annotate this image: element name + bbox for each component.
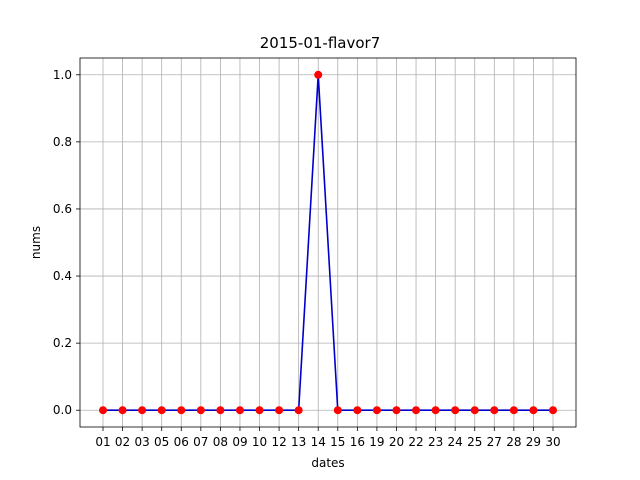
data-point-06 bbox=[177, 406, 186, 415]
x-tick-label: 22 bbox=[408, 435, 423, 449]
x-tick-label: 25 bbox=[467, 435, 482, 449]
data-point-02 bbox=[118, 406, 127, 415]
series-line bbox=[103, 73, 553, 412]
x-tick-label: 06 bbox=[174, 435, 189, 449]
y-tick-label: 0.4 bbox=[53, 269, 72, 283]
data-point-03 bbox=[138, 406, 147, 415]
data-point-16 bbox=[353, 406, 362, 415]
x-tick-label: 23 bbox=[428, 435, 443, 449]
data-point-13 bbox=[294, 406, 303, 415]
chart-title: 2015-01-flavor7 bbox=[260, 34, 381, 52]
x-axis-label: dates bbox=[311, 456, 344, 470]
data-point-29 bbox=[529, 406, 538, 415]
data-point-28 bbox=[509, 406, 518, 415]
x-tick-label: 24 bbox=[448, 435, 463, 449]
y-tick-label: 0.8 bbox=[53, 135, 72, 149]
x-tick-label: 01 bbox=[95, 435, 110, 449]
y-tick-label: 1.0 bbox=[53, 68, 72, 82]
x-tick-label: 05 bbox=[154, 435, 169, 449]
data-point-27 bbox=[490, 406, 499, 415]
x-tick-label: 13 bbox=[291, 435, 306, 449]
data-point-12 bbox=[275, 406, 284, 415]
data-point-20 bbox=[392, 406, 401, 415]
y-axis-ticks: 0.0 0.2 0.4 0.6 0.8 1.0 bbox=[53, 68, 80, 417]
data-point-15 bbox=[333, 406, 342, 415]
data-point-23 bbox=[431, 406, 440, 415]
plot-frame bbox=[79, 57, 577, 428]
x-tick-label: 08 bbox=[213, 435, 228, 449]
x-tick-label: 19 bbox=[369, 435, 384, 449]
x-tick-label: 28 bbox=[506, 435, 521, 449]
y-tick-label: 0.6 bbox=[53, 202, 72, 216]
data-point-25 bbox=[470, 406, 479, 415]
data-point-08 bbox=[216, 406, 225, 415]
data-point-22 bbox=[412, 406, 421, 415]
x-tick-label: 29 bbox=[526, 435, 541, 449]
x-tick-label: 16 bbox=[350, 435, 365, 449]
x-tick-label: 07 bbox=[193, 435, 208, 449]
data-point-05 bbox=[157, 406, 166, 415]
x-tick-label: 03 bbox=[134, 435, 149, 449]
x-tick-label: 10 bbox=[252, 435, 267, 449]
data-point-10 bbox=[255, 406, 264, 415]
data-point-24 bbox=[451, 406, 460, 415]
data-point-14 bbox=[314, 70, 323, 79]
y-tick-label: 0.2 bbox=[53, 336, 72, 350]
x-tick-label: 27 bbox=[487, 435, 502, 449]
x-tick-label: 12 bbox=[271, 435, 286, 449]
data-point-07 bbox=[196, 406, 205, 415]
data-point-19 bbox=[372, 406, 381, 415]
y-axis-label: nums bbox=[29, 226, 43, 259]
x-tick-label: 14 bbox=[311, 435, 326, 449]
x-axis-ticks: 01 02 03 05 06 07 08 09 10 12 13 14 15 16 19 20 22 23 24 25… bbox=[95, 427, 561, 449]
series-layer bbox=[99, 70, 557, 415]
data-point-01 bbox=[99, 406, 107, 415]
data-point-30 bbox=[549, 406, 557, 415]
x-tick-label: 09 bbox=[232, 435, 247, 449]
x-tick-label: 02 bbox=[115, 435, 130, 449]
x-tick-label: 30 bbox=[545, 435, 560, 449]
grid bbox=[80, 58, 576, 427]
data-point-09 bbox=[235, 406, 244, 415]
x-tick-label: 20 bbox=[389, 435, 404, 449]
y-tick-label: 0.0 bbox=[53, 403, 72, 417]
x-tick-label: 15 bbox=[330, 435, 345, 449]
